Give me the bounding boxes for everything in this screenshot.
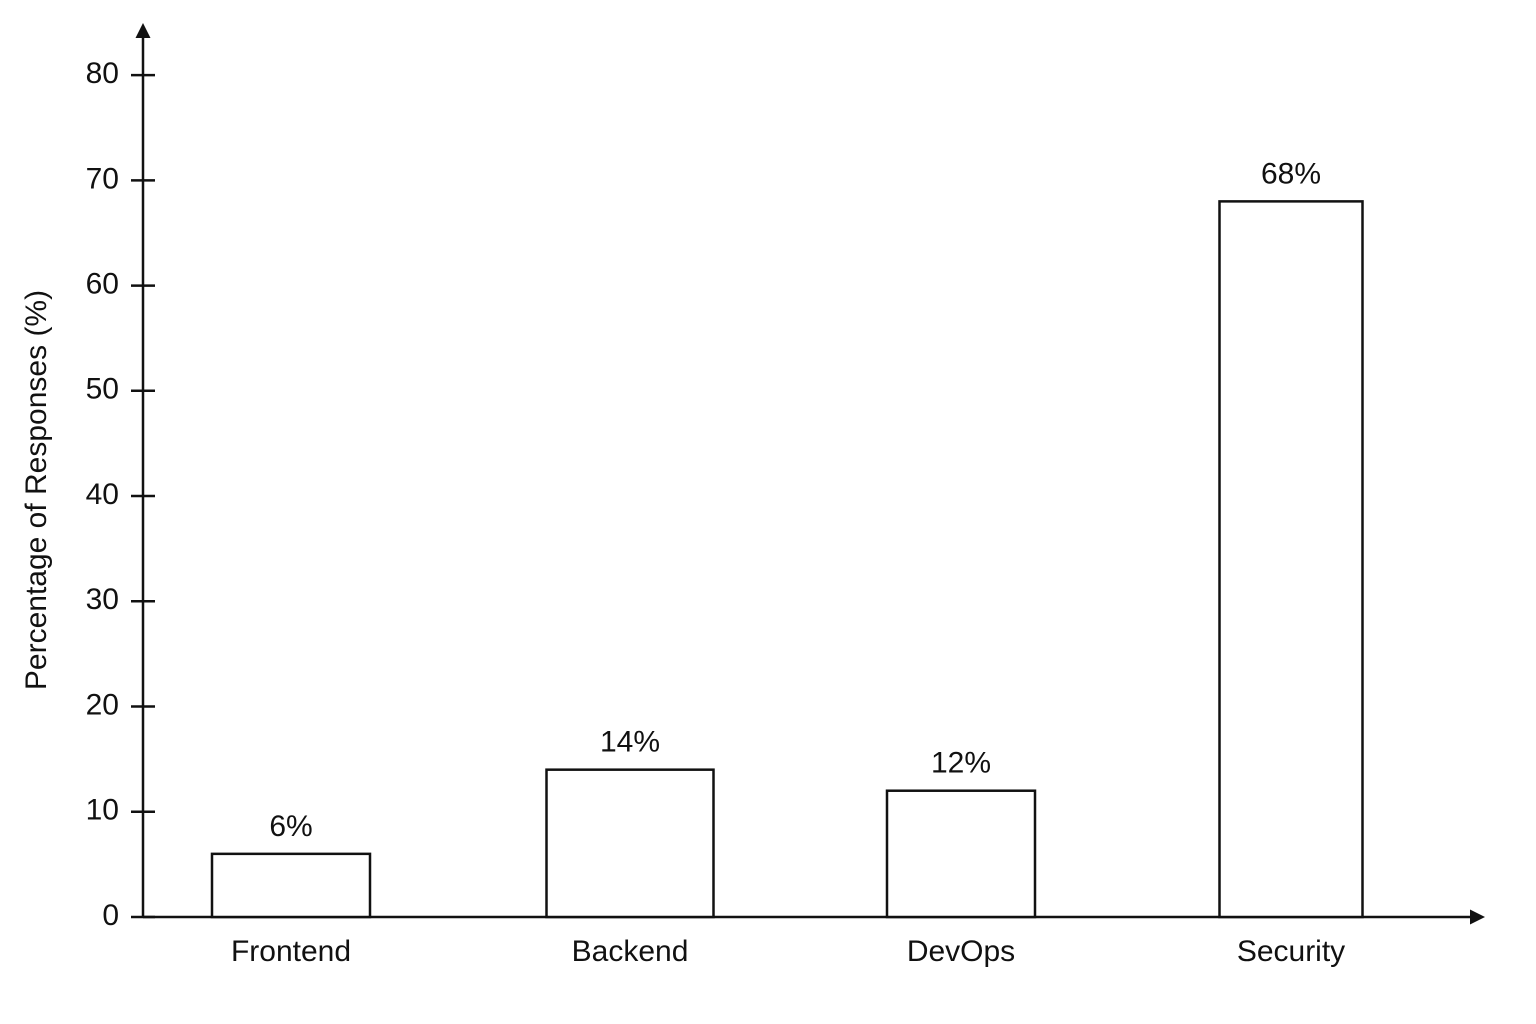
x-tick-label: Security: [1237, 935, 1345, 968]
y-tick-label: 70: [86, 162, 119, 195]
value-label: 6%: [269, 810, 312, 843]
y-axis-label: Percentage of Responses (%): [20, 290, 53, 690]
value-label: 68%: [1261, 157, 1321, 190]
bar: [212, 854, 370, 917]
value-label: 14%: [600, 726, 660, 759]
y-tick-label: 10: [86, 794, 119, 827]
y-tick-label: 40: [86, 478, 119, 511]
y-tick-label: 30: [86, 583, 119, 616]
x-tick-label: Frontend: [231, 935, 351, 968]
bar: [547, 770, 714, 917]
x-tick-label: Backend: [572, 935, 689, 968]
y-tick-label: 60: [86, 267, 119, 300]
bar: [1220, 201, 1363, 917]
y-tick-label: 20: [86, 688, 119, 721]
y-tick-label: 80: [86, 57, 119, 90]
value-label: 12%: [931, 747, 991, 780]
x-tick-label: DevOps: [907, 935, 1015, 968]
y-tick-label: 0: [102, 899, 119, 932]
bar: [887, 791, 1035, 917]
y-tick-label: 50: [86, 373, 119, 406]
